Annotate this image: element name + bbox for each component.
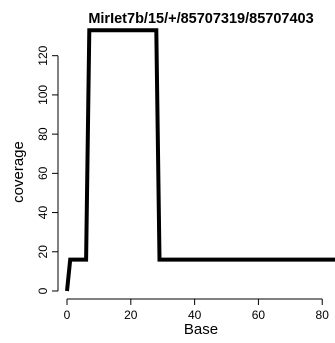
y-tick-label: 120 — [36, 45, 50, 65]
x-tick-label: 80 — [316, 308, 330, 322]
x-tick-label: 20 — [124, 308, 138, 322]
plot-area — [65, 28, 335, 292]
y-tick-label: 40 — [36, 206, 50, 220]
y-axis-title: coverage — [10, 141, 27, 203]
y-tick-label: 20 — [36, 245, 50, 259]
x-tick-label: 60 — [252, 308, 266, 322]
x-axis-title: Base — [184, 321, 218, 338]
y-tick-label: 100 — [36, 85, 50, 105]
chart-title: MirIet7b/15/+/85707319/85707403 — [88, 11, 313, 27]
x-axis: 0 20 40 60 80 — [64, 298, 330, 322]
x-tick-label: 0 — [64, 308, 71, 322]
y-tick-label: 0 — [36, 287, 50, 294]
x-tick-label: 40 — [188, 308, 202, 322]
y-tick-label: 60 — [36, 166, 50, 180]
y-axis: 0 20 40 60 80 100 120 — [36, 45, 59, 294]
coverage-line — [65, 28, 335, 292]
y-tick-label: 80 — [36, 127, 50, 141]
